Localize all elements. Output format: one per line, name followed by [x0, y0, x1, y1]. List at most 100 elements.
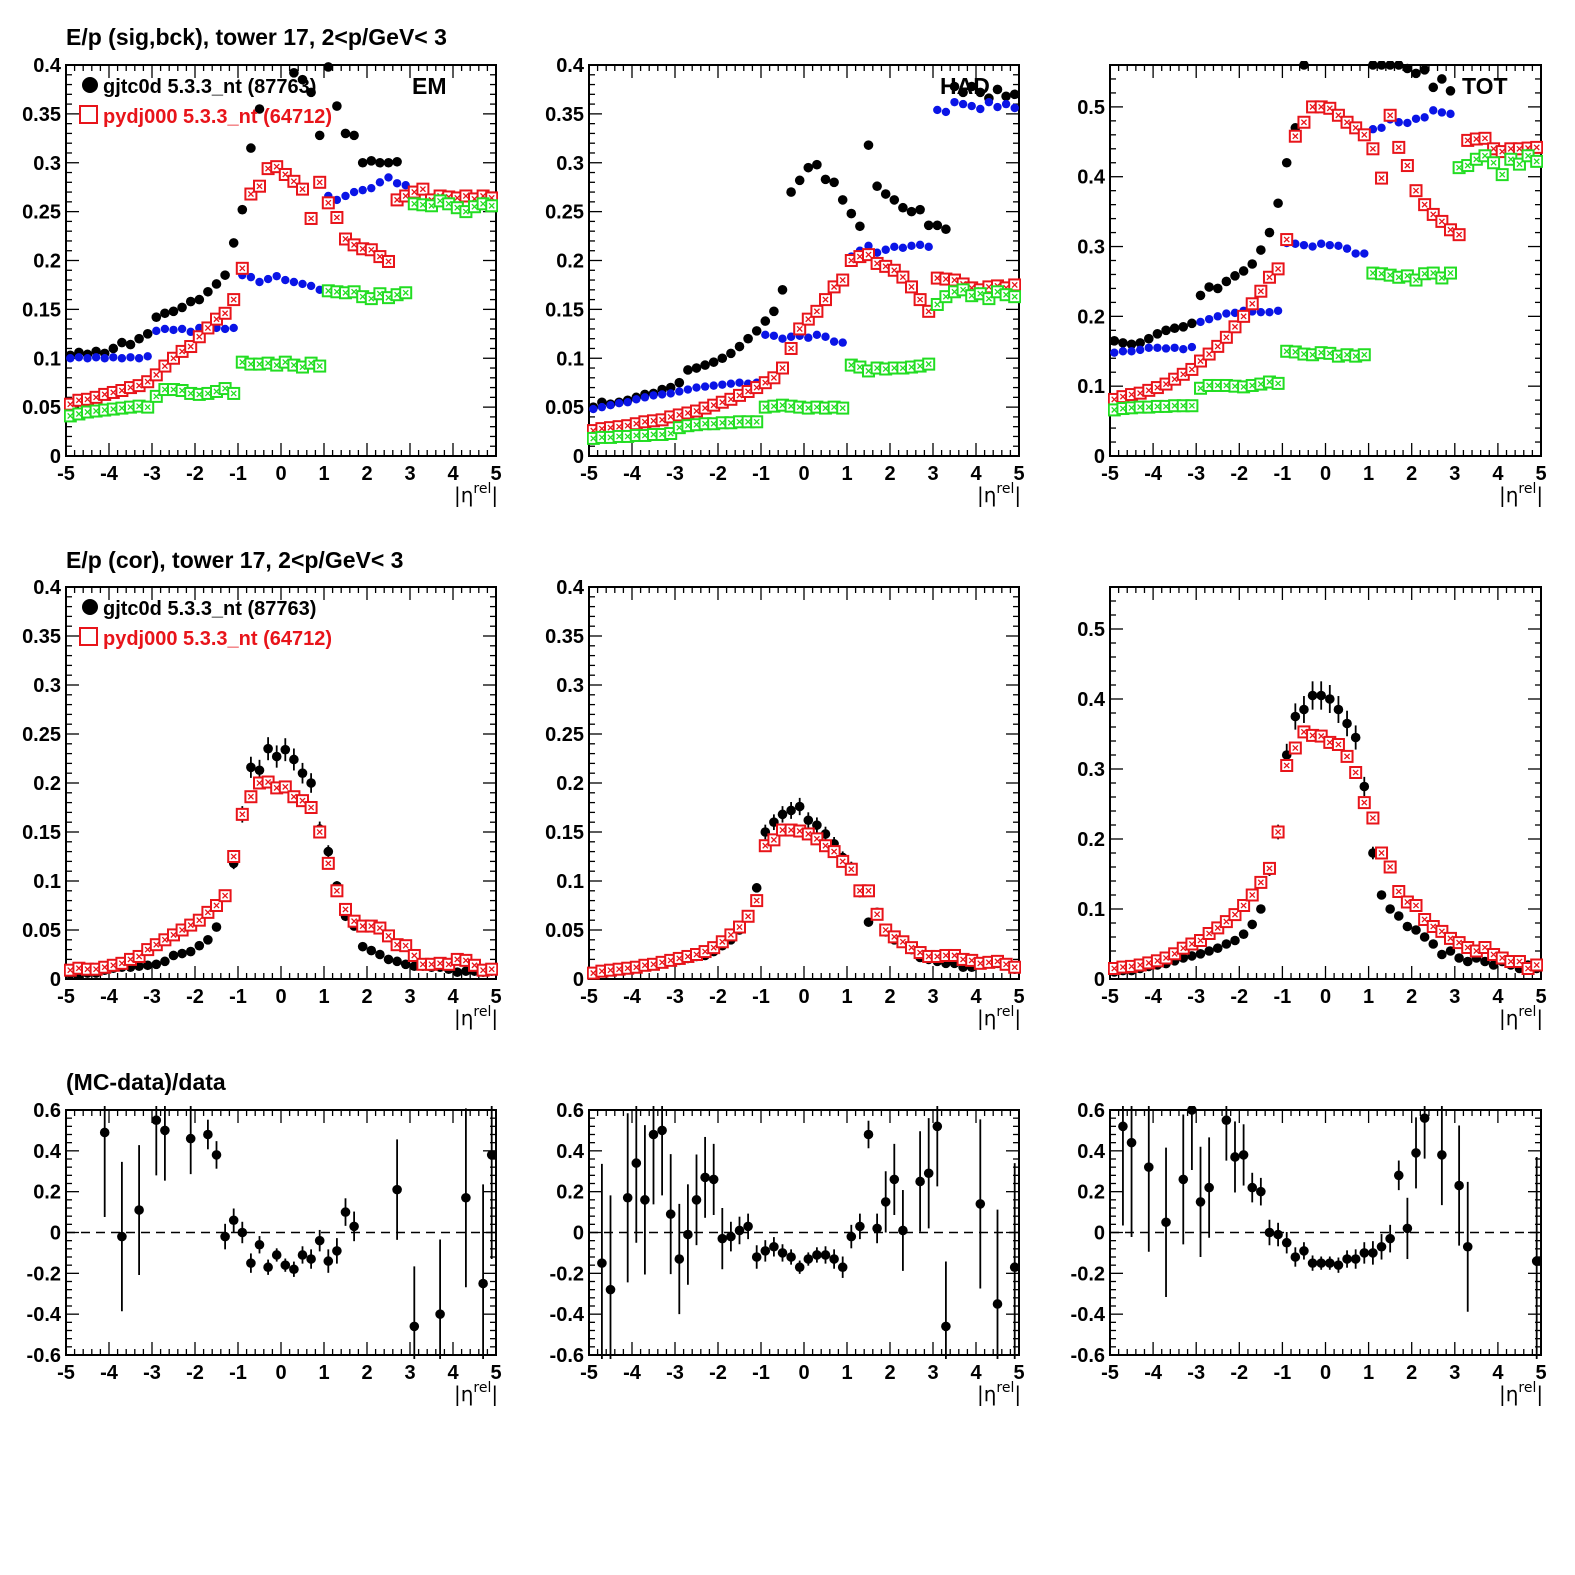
legend-label-mc: pydj000 5.3.3_nt (64712): [103, 628, 332, 650]
data-point: [340, 1207, 351, 1217]
x-tick-label: 5: [1535, 1362, 1546, 1384]
data-point-square-cross: [127, 956, 134, 963]
data-point-square-cross: [144, 404, 151, 411]
y-tick-label: -0.4: [27, 1304, 62, 1326]
data-point: [306, 87, 316, 98]
data-point: [648, 1129, 659, 1140]
data-point: [1187, 318, 1197, 329]
data-point-square-cross: [1326, 739, 1333, 746]
x-tick-label: -5: [57, 463, 75, 485]
x-tick-label: -3: [666, 1362, 684, 1384]
y-tick-label: -0.6: [1071, 1345, 1105, 1367]
data-point-square-cross: [848, 362, 855, 369]
data-point: [1161, 344, 1171, 353]
data-point-square-cross: [899, 364, 906, 372]
data-point-square-cross: [659, 959, 666, 966]
data-point: [820, 1250, 831, 1260]
data-point: [821, 332, 830, 341]
y-tick-label: 0.1: [1077, 899, 1105, 921]
data-point: [1299, 704, 1309, 715]
data-point-square-cross: [1481, 135, 1489, 142]
data-point: [237, 204, 248, 215]
panel-had-cor: -5 -4 -3 -2 -1 0 1 2 3 4 5 0 0.05 0.1 0.15 0.2 0.25 0.3 0.…: [545, 577, 1025, 1030]
data-point: [1411, 1148, 1421, 1158]
data-point: [1316, 1258, 1326, 1268]
data-point-square-cross: [917, 296, 924, 303]
data-point-square-cross: [1011, 293, 1018, 300]
data-point: [992, 84, 1003, 95]
data-point-square-cross: [1438, 928, 1445, 935]
data-point-square-cross: [1154, 957, 1161, 964]
data-point: [323, 846, 334, 857]
data-point-square-cross: [805, 316, 812, 323]
data-point-square-cross: [796, 325, 803, 332]
data-point-square-cross: [1309, 103, 1316, 110]
data-point: [383, 157, 394, 168]
data-point-square-cross: [934, 953, 941, 960]
data-point-square-cross: [684, 953, 691, 960]
y-tick-label: -0.4: [550, 1304, 585, 1326]
y-tick-label: 0: [1094, 969, 1105, 991]
data-point-square-cross: [805, 405, 812, 412]
data-point-square-cross: [1171, 402, 1178, 409]
x-tick-label: -2: [709, 463, 727, 485]
data-point: [1212, 943, 1223, 953]
data-point-square-cross: [359, 245, 366, 252]
data-point: [1238, 1150, 1249, 1160]
data-point: [203, 1129, 213, 1140]
x-tick-label: -5: [580, 463, 598, 485]
x-tick-label: 1: [841, 986, 852, 1008]
data-point: [280, 1260, 291, 1270]
data-point-square-cross: [118, 960, 125, 967]
data-point-square-cross: [385, 258, 392, 265]
data-point-square-cross: [179, 926, 186, 934]
data-point: [142, 329, 153, 339]
data-point-square-cross: [1412, 902, 1420, 909]
data-point-square-cross: [719, 938, 726, 945]
data-point-square-cross: [93, 407, 100, 415]
data-point: [1403, 118, 1412, 128]
data-layer: [597, 1106, 1020, 1359]
data-point: [838, 338, 847, 347]
data-point-square-cross: [333, 288, 340, 295]
data-point: [1256, 307, 1266, 317]
x-tick-label: 0: [275, 463, 286, 485]
data-point: [1221, 939, 1232, 949]
data-point: [1290, 711, 1301, 722]
x-tick-label: -4: [100, 463, 119, 485]
data-point-square-cross: [316, 828, 323, 836]
data-point-square-cross: [1516, 145, 1523, 152]
data-point: [289, 68, 299, 78]
data-point: [289, 1264, 299, 1275]
data-point: [375, 949, 385, 960]
data-layer: [1118, 1106, 1542, 1359]
data-point-square-cross: [1387, 272, 1394, 279]
data-point-square-cross: [968, 957, 975, 964]
data-point-square-cross: [796, 827, 803, 835]
data-point: [220, 270, 230, 280]
data-point: [700, 360, 710, 370]
data-point: [1178, 1174, 1189, 1185]
data-point-square-cross: [419, 961, 426, 968]
data-point: [1393, 61, 1404, 70]
x-tick-label: 3: [927, 1362, 938, 1384]
data-point: [1394, 118, 1403, 127]
data-point: [1196, 317, 1205, 327]
data-point-square-cross: [1111, 396, 1118, 403]
x-axis-label-main: |η: [1499, 1006, 1518, 1030]
x-tick-label: 1: [841, 463, 852, 485]
data-point-square-cross: [822, 842, 829, 849]
data-point: [915, 1176, 925, 1187]
x-tick-label: -1: [752, 986, 770, 1008]
x-axis-label-sup: rel: [996, 481, 1014, 497]
data-point: [1230, 1152, 1240, 1162]
data-point: [1247, 919, 1258, 930]
data-point-square-cross: [848, 257, 855, 264]
data-point-square-cross: [1499, 148, 1506, 155]
x-tick-label: -2: [186, 986, 204, 1008]
data-point-square-cross: [359, 293, 366, 300]
x-tick-label: -4: [1144, 1362, 1163, 1384]
data-point: [1281, 157, 1292, 168]
data-point: [846, 1231, 857, 1242]
data-point-square-cross: [1249, 300, 1256, 307]
